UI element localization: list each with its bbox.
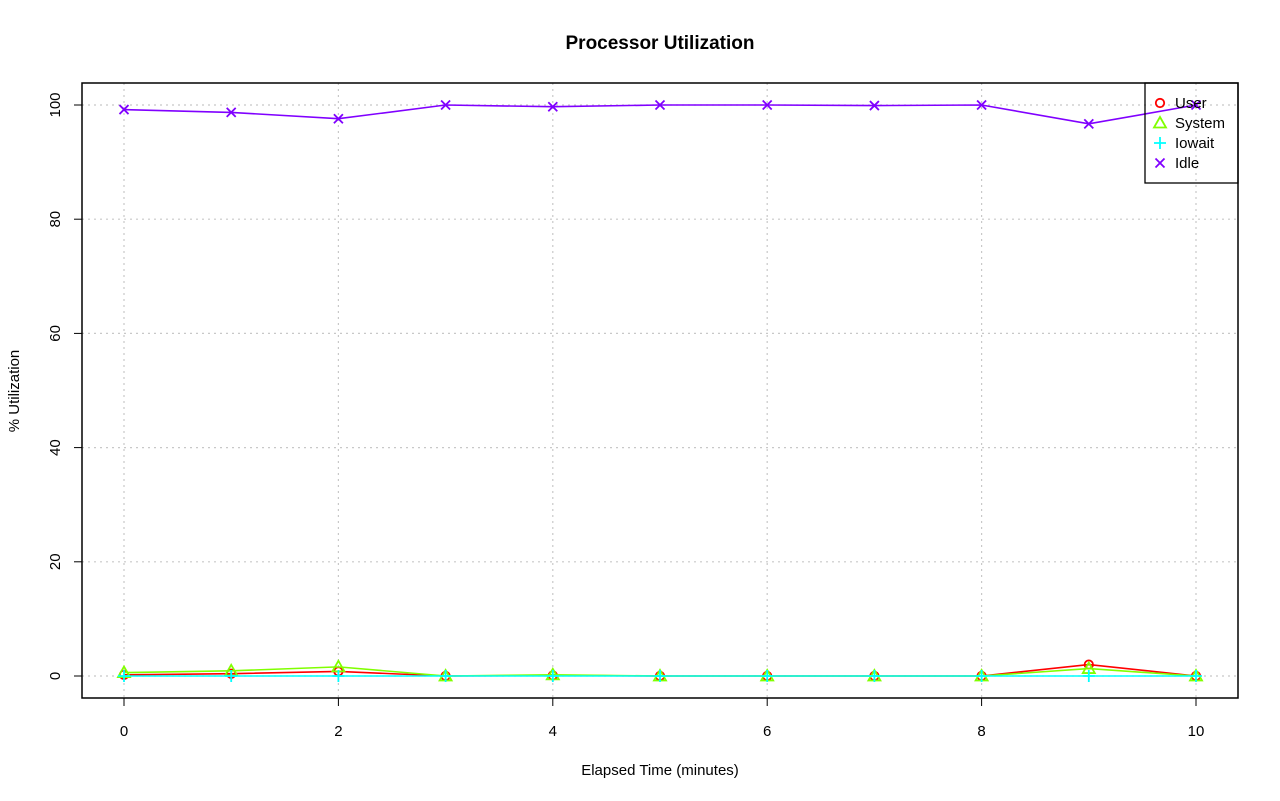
x-tick-label: 0 [120, 723, 128, 740]
series-layer [116, 99, 1204, 682]
data-point-idle [762, 99, 773, 111]
x-axis-label: Elapsed Time (minutes) [581, 762, 739, 779]
data-point-idle [1190, 99, 1202, 111]
data-point-idle [1083, 118, 1094, 129]
legend-item-user: User [1154, 95, 1207, 112]
legend-label-user: User [1175, 95, 1207, 112]
data-point-iowait [546, 670, 559, 682]
legend-marker-iowait [1154, 137, 1166, 149]
data-point-iowait [761, 670, 774, 682]
y-tick-label: 40 [47, 439, 64, 456]
x-tick-label: 10 [1188, 723, 1205, 740]
data-point-idle [226, 107, 237, 118]
y-tick-label: 80 [47, 211, 64, 228]
x-tick-label: 2 [334, 723, 342, 740]
legend-label-idle: Idle [1175, 155, 1199, 172]
data-point-idle [547, 101, 558, 112]
data-point-iowait [439, 670, 452, 682]
data-point-iowait [118, 670, 130, 682]
y-tick-label: 20 [47, 553, 64, 570]
y-axis: 0 20 40 60 80 100 [47, 92, 82, 680]
series-idle [118, 99, 1202, 129]
legend-marker-idle [1154, 157, 1166, 169]
data-point-iowait [332, 670, 345, 682]
data-point-iowait [975, 670, 988, 682]
x-tick-label: 8 [977, 723, 985, 740]
x-tick-label: 6 [763, 723, 771, 740]
data-point-iowait [225, 670, 238, 682]
x-axis: 0 2 4 6 8 10 [120, 697, 1205, 740]
legend-item-system: System [1152, 115, 1225, 132]
series-line-idle [123, 104, 1197, 125]
legend-marker-system [1152, 115, 1168, 129]
data-point-idle [869, 100, 880, 111]
data-point-idle [976, 99, 987, 111]
legend-item-iowait: Iowait [1154, 135, 1215, 152]
legend-label-iowait: Iowait [1175, 135, 1215, 152]
data-point-idle [333, 113, 344, 124]
grid-lines [82, 83, 1238, 698]
data-point-iowait [868, 670, 881, 682]
y-axis-label: % Utilization [6, 350, 23, 433]
data-point-idle [654, 99, 666, 111]
data-point-idle [118, 104, 130, 115]
y-tick-label: 100 [47, 92, 64, 117]
data-point-iowait [654, 670, 666, 682]
y-tick-label: 60 [47, 325, 64, 342]
legend-box [1144, 82, 1239, 184]
legend-item-idle: Idle [1154, 155, 1199, 172]
legend-marker-user [1154, 97, 1166, 109]
plot-frame [81, 82, 1239, 699]
y-tick-label: 0 [47, 672, 64, 680]
legend: User System Iowait Idle [1144, 82, 1239, 184]
data-point-iowait [1190, 670, 1202, 682]
data-point-iowait [1082, 670, 1095, 682]
x-tick-label: 4 [549, 723, 557, 740]
series-iowait [118, 670, 1202, 682]
data-point-idle [440, 99, 451, 111]
legend-label-system: System [1175, 115, 1225, 132]
chart-title: Processor Utilization [566, 33, 755, 54]
